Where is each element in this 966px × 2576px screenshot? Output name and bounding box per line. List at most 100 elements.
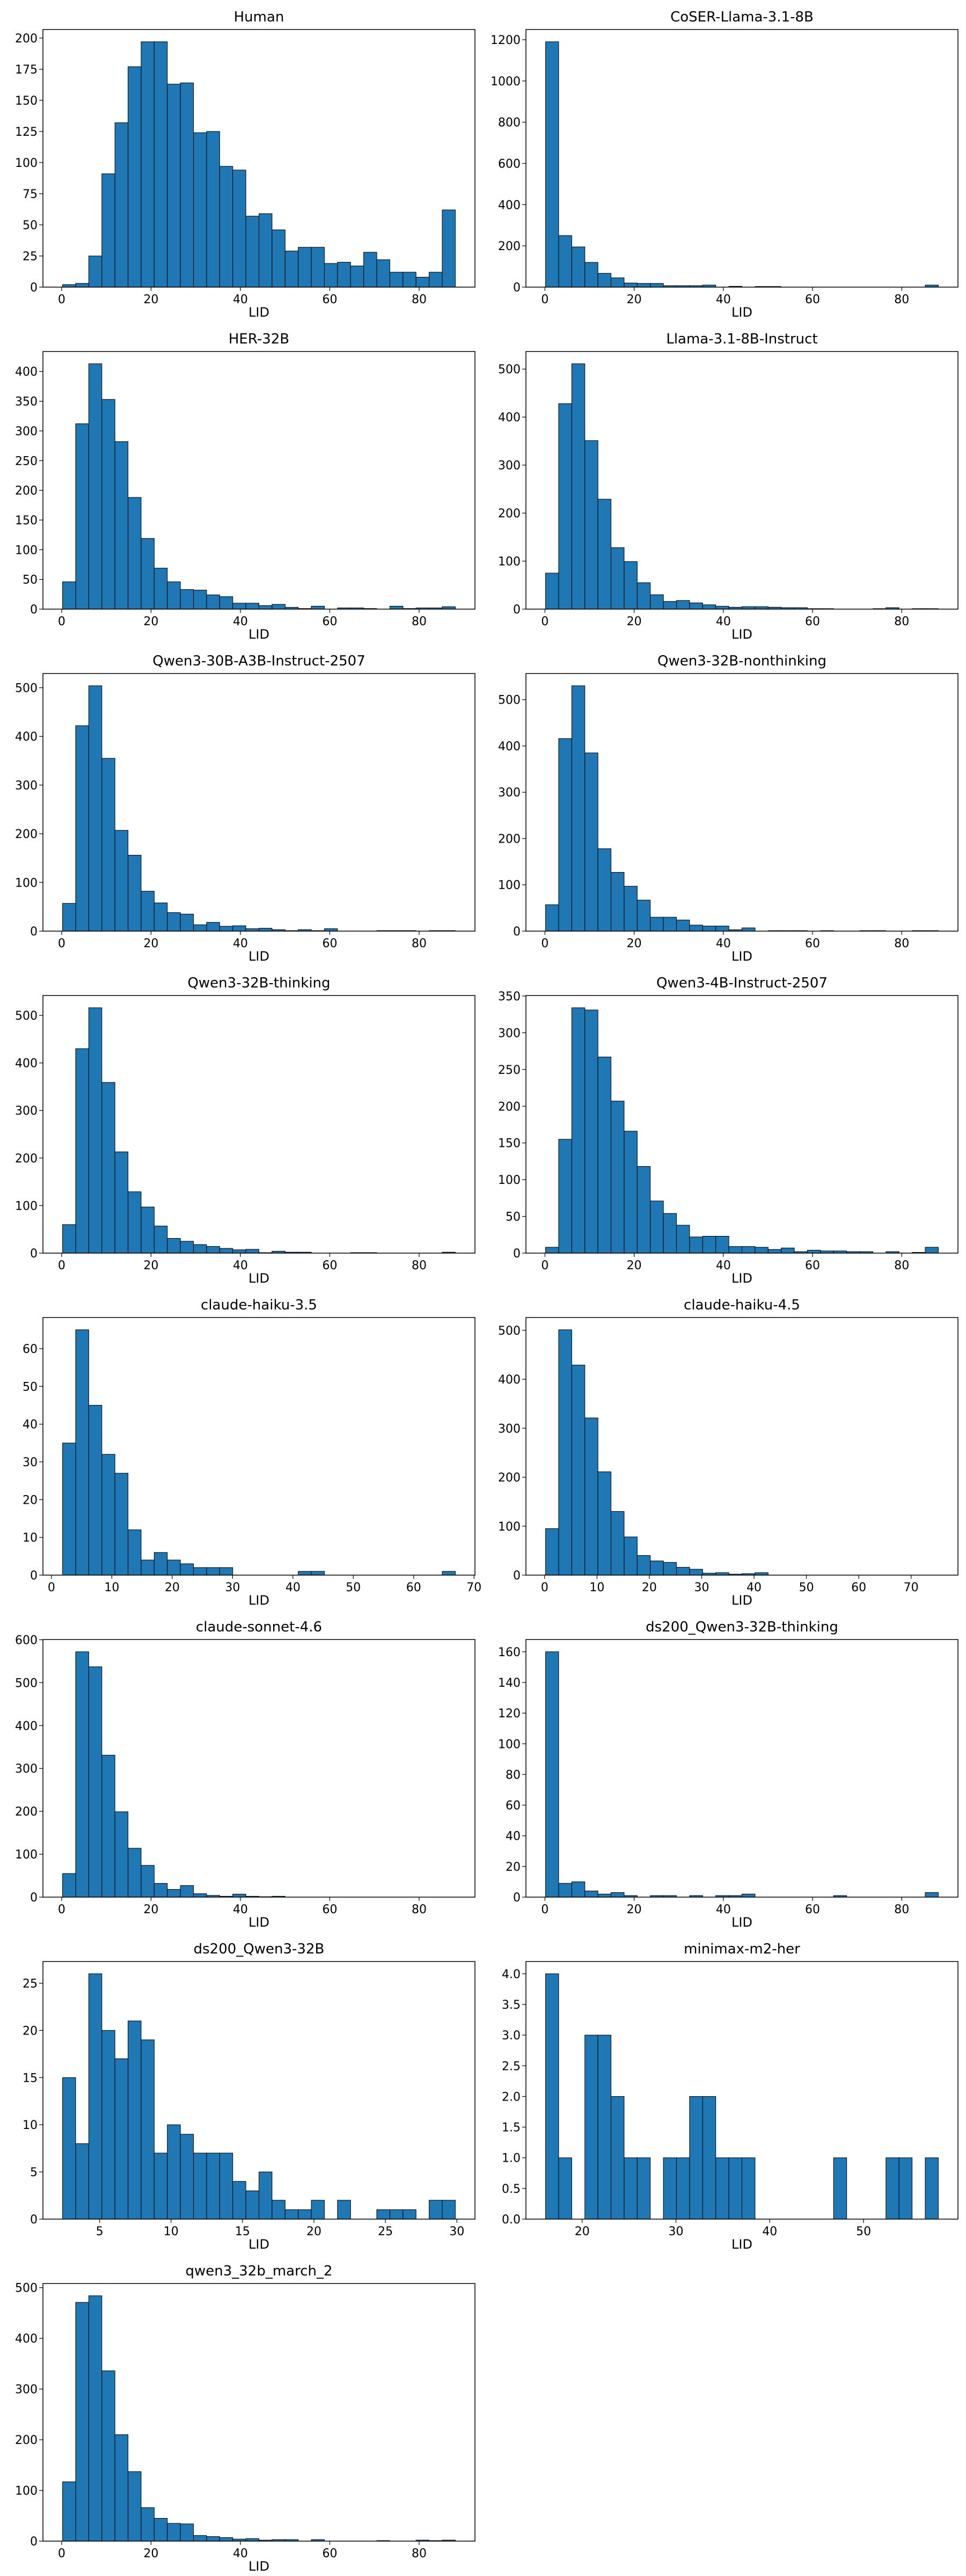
y-tick-label: 400 bbox=[498, 199, 521, 212]
histogram-bar bbox=[206, 922, 220, 932]
x-tick-label: 70 bbox=[466, 1581, 481, 1594]
histogram-bar bbox=[62, 903, 76, 932]
chart-title: ds200_Qwen3-32B bbox=[194, 1941, 325, 1957]
x-tick-label: 60 bbox=[322, 2547, 337, 2560]
histogram-bar bbox=[571, 1881, 586, 1898]
x-axis-label: LID bbox=[731, 2237, 752, 2252]
histogram-bar bbox=[88, 1666, 103, 1898]
histogram-bar bbox=[311, 605, 325, 610]
x-tick-label: 30 bbox=[225, 1581, 240, 1594]
x-tick-label: 40 bbox=[233, 615, 248, 628]
x-tick-label: 0 bbox=[541, 615, 548, 628]
y-tick-label: 500 bbox=[498, 694, 521, 707]
histogram-bar bbox=[715, 1236, 729, 1254]
chart-title: claude-sonnet-4.6 bbox=[196, 1619, 322, 1635]
y-tick-label: 2.5 bbox=[502, 2060, 521, 2073]
histogram-panel: Human 0 20 40 60 80 0 25 50 75 100 125 150 175 200 LID bbox=[15, 9, 475, 320]
y-tick-label: 200 bbox=[15, 2434, 38, 2447]
histogram-bar bbox=[689, 2096, 703, 2220]
y-tick-label: 100 bbox=[498, 879, 521, 892]
histogram-bar bbox=[571, 363, 586, 610]
y-tick-label: 20 bbox=[23, 2024, 38, 2038]
x-tick-label: 0 bbox=[541, 1581, 548, 1594]
x-tick-label: 20 bbox=[143, 2547, 158, 2560]
y-tick-label: 200 bbox=[498, 1472, 521, 1485]
plot-frame bbox=[525, 1639, 958, 1898]
y-tick-label: 140 bbox=[498, 1677, 521, 1690]
y-tick-label: 25 bbox=[23, 1977, 38, 1990]
histogram-bar bbox=[114, 1811, 129, 1898]
y-tick-label: 2.0 bbox=[502, 2090, 521, 2104]
y-tick-label: 0 bbox=[513, 281, 521, 295]
y-tick-label: 300 bbox=[15, 1104, 38, 1118]
histogram-bar bbox=[350, 266, 364, 288]
histogram-bar bbox=[702, 2096, 716, 2220]
histogram-bar bbox=[206, 2536, 220, 2542]
histogram-bar bbox=[676, 1225, 690, 1254]
histogram-bar bbox=[206, 2153, 220, 2220]
histogram-bar bbox=[742, 1246, 756, 1254]
x-tick-label: 40 bbox=[716, 293, 731, 306]
histogram-bar bbox=[545, 573, 559, 610]
x-tick-label: 0 bbox=[541, 293, 548, 306]
y-tick-label: 0 bbox=[30, 1891, 38, 1905]
histogram-bar bbox=[128, 855, 142, 932]
x-tick-label: 40 bbox=[716, 615, 731, 628]
histogram-bar bbox=[193, 2153, 207, 2220]
x-tick-label: 20 bbox=[627, 1259, 642, 1272]
histogram-bar bbox=[101, 758, 115, 932]
y-tick-label: 0 bbox=[30, 2535, 38, 2549]
y-tick-label: 15 bbox=[23, 2072, 38, 2085]
histogram-bar bbox=[558, 1329, 572, 1576]
y-tick-label: 250 bbox=[498, 1064, 521, 1077]
y-tick-label: 200 bbox=[15, 828, 38, 841]
histogram-bar bbox=[75, 1048, 89, 1254]
histogram-bar bbox=[728, 2157, 742, 2220]
histogram-bar bbox=[232, 2181, 246, 2220]
histogram-bar bbox=[167, 1238, 181, 1254]
y-tick-label: 0 bbox=[30, 1569, 38, 1583]
chart-title: HER-32B bbox=[229, 331, 289, 347]
histogram-bar bbox=[101, 1082, 115, 1254]
histogram-bar bbox=[245, 603, 259, 610]
y-tick-label: 10 bbox=[23, 2119, 38, 2132]
histogram-bar bbox=[114, 122, 129, 288]
histogram-bar bbox=[128, 66, 142, 288]
x-tick-label: 15 bbox=[235, 2225, 250, 2238]
x-tick-label: 60 bbox=[406, 1581, 421, 1594]
histogram-bar bbox=[193, 132, 207, 288]
y-tick-label: 400 bbox=[498, 740, 521, 753]
histogram-bar bbox=[624, 2157, 638, 2220]
x-tick-label: 60 bbox=[322, 615, 337, 628]
histogram-bar bbox=[88, 1007, 103, 1254]
histogram-bar bbox=[75, 1329, 89, 1576]
histogram-bar bbox=[167, 1889, 181, 1898]
histogram-bar bbox=[206, 1567, 220, 1576]
histogram-bar bbox=[324, 263, 338, 288]
histogram-panel: minimax-m2-her 20 30 40 50 0.0 0.5 1.0 1.5 2.0 2.5… bbox=[502, 1941, 958, 2252]
x-tick-label: 80 bbox=[412, 1259, 427, 1272]
histogram-bar bbox=[180, 589, 194, 610]
y-tick-label: 300 bbox=[15, 1762, 38, 1776]
histogram-bar bbox=[153, 41, 168, 288]
plot-frame bbox=[525, 673, 958, 932]
histogram-bar bbox=[545, 1651, 559, 1898]
y-tick-label: 100 bbox=[498, 1520, 521, 1534]
y-tick-label: 0 bbox=[513, 1247, 521, 1261]
chart-title: Qwen3-4B-Instruct-2507 bbox=[656, 975, 828, 991]
histogram-bar bbox=[624, 885, 638, 932]
histogram-bar bbox=[141, 41, 155, 288]
x-tick-label: 20 bbox=[143, 1903, 158, 1916]
histogram-bar bbox=[650, 1201, 664, 1254]
y-tick-label: 60 bbox=[506, 1799, 521, 1813]
y-tick-label: 160 bbox=[498, 1646, 521, 1659]
x-axis-label: LID bbox=[248, 305, 269, 320]
x-axis-label: LID bbox=[248, 2559, 269, 2574]
histogram-bar bbox=[206, 1246, 220, 1254]
x-tick-label: 60 bbox=[322, 937, 337, 950]
y-tick-label: 600 bbox=[498, 158, 521, 171]
histogram-bar bbox=[153, 902, 168, 932]
histogram-bar bbox=[558, 1883, 572, 1898]
histogram-bar bbox=[571, 685, 586, 932]
y-tick-label: 200 bbox=[498, 1100, 521, 1114]
